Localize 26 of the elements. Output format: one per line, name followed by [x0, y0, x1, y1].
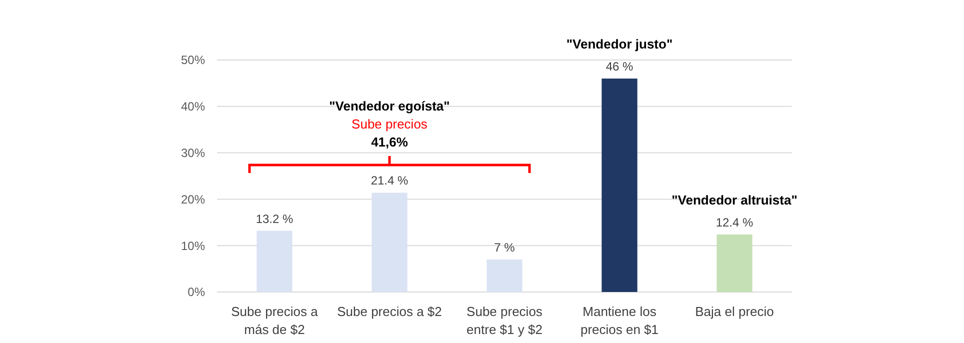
data-label: 21.4 % — [370, 174, 409, 188]
annotation: "Vendedor egoísta" — [329, 98, 450, 114]
bar — [716, 234, 752, 292]
y-tick-label: 30% — [180, 146, 206, 160]
y-tick-label: 10% — [180, 238, 206, 253]
bar — [486, 260, 522, 292]
y-tick-label: 20% — [180, 192, 206, 206]
x-tick-label: Sube precios a más de $2 — [231, 304, 319, 337]
x-tick-label: Baja el precio — [695, 304, 774, 319]
y-tick-label: 50% — [180, 53, 206, 68]
data-label: 46 % — [606, 60, 634, 74]
x-tick-label: Sube precios entre $1 y $2 — [466, 304, 543, 337]
bar — [602, 78, 638, 292]
y-tick-label: 40% — [180, 100, 206, 114]
data-label: 7 % — [494, 240, 516, 255]
data-label: 12.4 % — [716, 215, 754, 230]
x-tick-label: Sube precios a $2 — [337, 304, 442, 319]
annotation: "Vendedor altruista" — [672, 192, 798, 208]
y-tick-label: 0% — [188, 285, 206, 300]
data-label: 13.2 % — [256, 212, 294, 226]
annotation: 41,6% — [371, 134, 408, 150]
annotation: "Vendedor justo" — [566, 36, 673, 52]
bar — [256, 230, 292, 292]
bar — [372, 192, 408, 292]
x-tick-label: Mantiene los precios en $1 — [580, 304, 659, 337]
annotation: Sube precios — [352, 116, 428, 132]
